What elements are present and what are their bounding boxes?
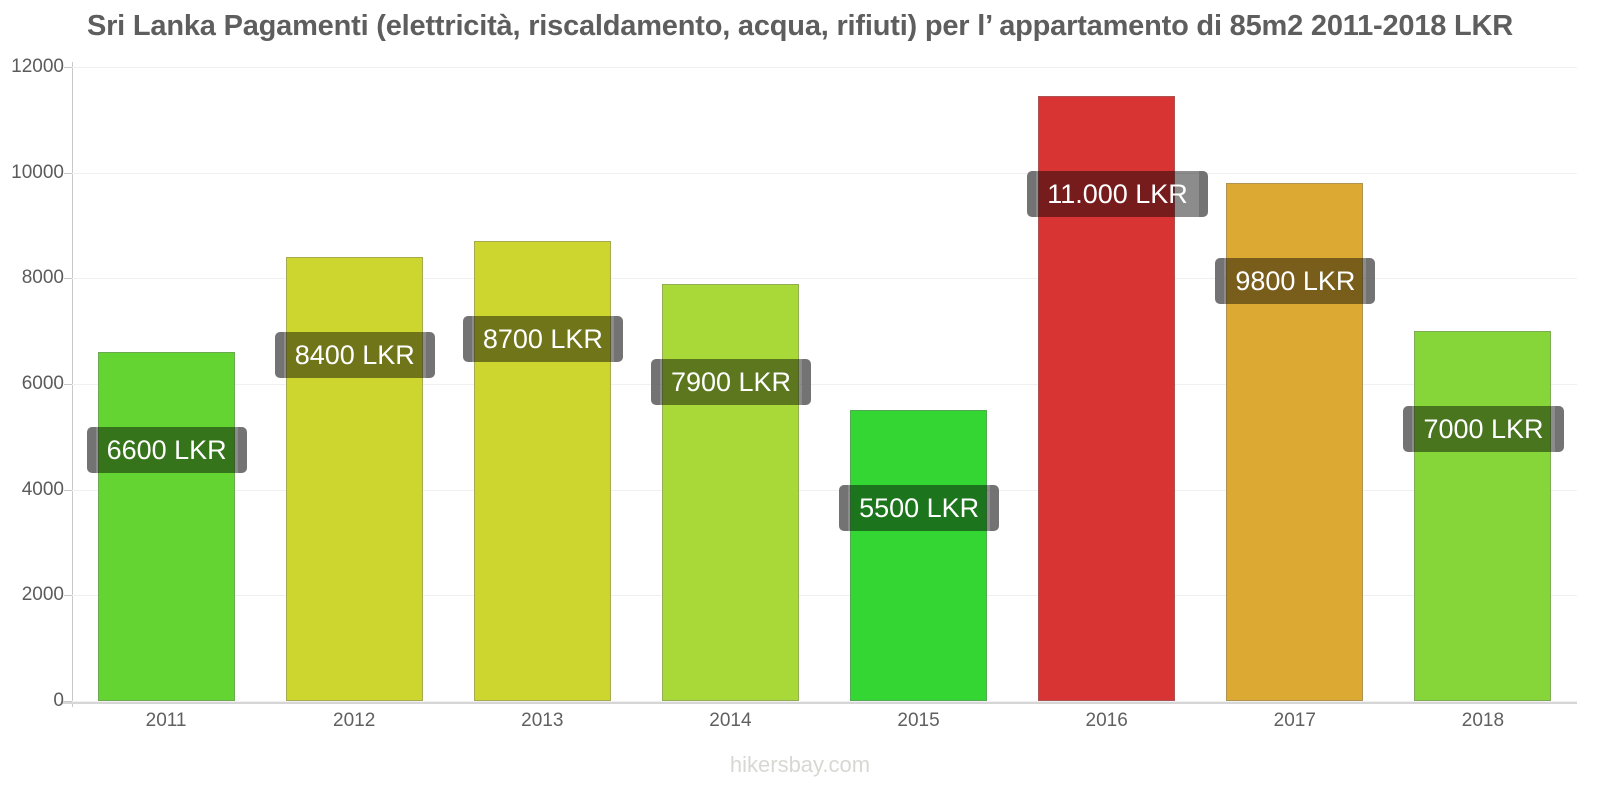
x-axis-tick-label: 2018 — [1461, 710, 1505, 731]
y-axis-tick-mark — [64, 701, 72, 702]
bar[interactable] — [1414, 331, 1552, 701]
x-axis-tick-label: 2016 — [1085, 710, 1128, 731]
plot-area: 6600 LKR 8400 LKR 8700 LKR 7900 LKR 5500 LKR… — [72, 67, 1577, 702]
y-axis-tick-label: 4000 — [0, 479, 72, 501]
x-axis-tick-label: 2017 — [1273, 710, 1316, 731]
chart-title: Sri Lanka Pagamenti (elettricità, riscal… — [86, 10, 1514, 42]
y-axis-tick-label: 10000 — [0, 162, 72, 184]
footer-credit: hikersbay.com — [729, 752, 871, 777]
bar-value-label: 8400 LKR — [274, 332, 435, 379]
x-axis-line — [62, 701, 1577, 704]
bar[interactable] — [97, 352, 235, 701]
bar-value-label: 5500 LKR — [839, 485, 1000, 532]
y-axis-tick-mark — [64, 489, 72, 491]
x-axis-tick-label: 2014 — [709, 710, 752, 731]
bar[interactable] — [285, 257, 423, 701]
y-axis-tick-mark — [64, 384, 72, 385]
y-axis-tick-label: 2000 — [0, 584, 72, 606]
bar-value-label: 7000 LKR — [1403, 406, 1564, 453]
gridline — [72, 489, 1577, 491]
y-axis-tick-mark — [64, 67, 72, 68]
gridline — [72, 278, 1577, 280]
bar-value-label: 6600 LKR — [86, 427, 247, 474]
bar[interactable] — [473, 241, 611, 701]
x-axis-tick-label: 2011 — [145, 710, 187, 731]
bar[interactable] — [661, 283, 799, 701]
y-axis-tick-mark — [64, 278, 72, 280]
bar[interactable] — [850, 410, 988, 701]
y-axis-tick-label: 0 — [0, 690, 72, 712]
y-axis-tick-label: 8000 — [0, 267, 72, 289]
y-axis-tick-mark — [64, 595, 72, 597]
y-axis-tick-label: 12000 — [0, 56, 72, 78]
gridline — [72, 701, 1577, 702]
bar-value-label: 11.000 LKR — [1027, 171, 1208, 218]
y-axis-tick-mark — [64, 172, 72, 174]
x-axis-tick-label: 2015 — [897, 710, 940, 731]
gridline — [72, 172, 1577, 174]
bar-value-label: 7900 LKR — [650, 358, 812, 405]
gridline — [72, 384, 1577, 385]
bar-value-label: 8700 LKR — [462, 316, 623, 363]
bar-value-label: 9800 LKR — [1215, 258, 1376, 305]
gridline — [72, 595, 1577, 597]
gridline — [72, 67, 1577, 68]
y-axis-tick-label: 6000 — [0, 373, 72, 395]
x-axis-tick-label: 2013 — [521, 710, 564, 731]
bar[interactable] — [1038, 96, 1176, 701]
bar[interactable] — [1226, 183, 1364, 701]
x-axis-tick-label: 2012 — [333, 710, 376, 731]
